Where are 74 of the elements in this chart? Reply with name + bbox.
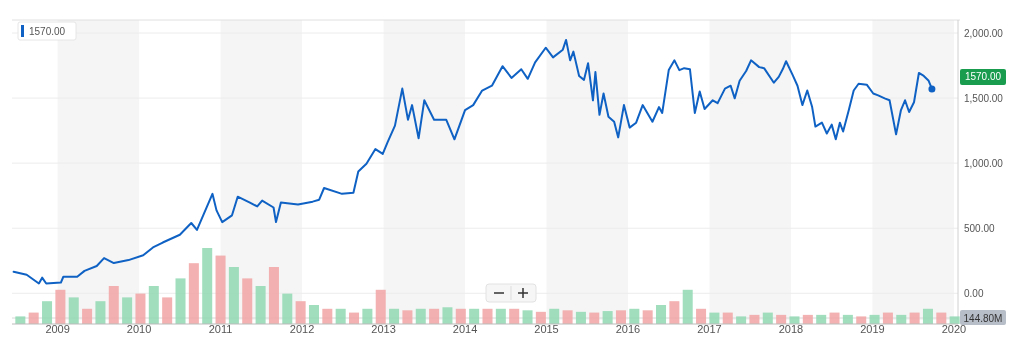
bar [482, 308, 493, 324]
x-tick-label: 2012 [289, 323, 315, 335]
bar [162, 297, 173, 324]
bar [228, 267, 239, 324]
bar [682, 289, 693, 324]
bar [335, 308, 346, 324]
bar [82, 308, 93, 324]
bar [789, 316, 800, 324]
text: 1570.00 [964, 71, 1002, 83]
bar [42, 301, 53, 324]
y-tick-label: 1,000.00 [964, 157, 1004, 169]
bar [108, 286, 119, 324]
x-tick-label: 2015 [534, 323, 559, 335]
bar [282, 293, 293, 324]
bar [922, 308, 933, 324]
bar [148, 286, 159, 324]
x-tick-label: 2019 [860, 323, 885, 335]
bar [442, 307, 453, 324]
bar [375, 289, 386, 324]
y-tick-label: 1,500.00 [964, 92, 1004, 104]
x-tick-label: 2013 [371, 323, 396, 335]
bar [509, 308, 520, 324]
x-tick-label: 2016 [615, 323, 641, 335]
bar [15, 316, 26, 324]
bar [549, 308, 560, 324]
bar [188, 263, 199, 324]
bar [469, 308, 480, 324]
bar [322, 308, 333, 324]
bar [268, 267, 279, 324]
bar [295, 301, 306, 324]
bar [629, 308, 640, 324]
bar [562, 310, 573, 324]
bar [95, 301, 106, 324]
bar [429, 308, 440, 324]
annotation: 1570.00 [29, 26, 66, 37]
y-tick-label: 2,000.00 [964, 27, 1004, 39]
bar [55, 289, 66, 324]
bar [656, 305, 667, 324]
bar [575, 311, 586, 324]
bar [602, 311, 613, 324]
bar [736, 316, 747, 324]
bar [495, 308, 506, 324]
x-tick-label: 2017 [697, 323, 722, 335]
bar [308, 305, 319, 324]
bar [856, 316, 867, 324]
x-tick-label: 2020 [941, 323, 967, 335]
bar [202, 248, 213, 324]
x-tick-label: 2009 [45, 323, 70, 335]
x-tick-label: 2014 [452, 323, 478, 335]
x-tick-label: 2010 [126, 323, 152, 335]
y-tick-label: 0.00 [964, 287, 984, 299]
bar [215, 255, 226, 324]
x-tick-label: 2018 [778, 323, 804, 335]
bar [362, 308, 373, 324]
bar [255, 286, 266, 324]
bar [68, 297, 79, 324]
bar [389, 308, 400, 324]
bar [122, 297, 133, 324]
bar [135, 293, 146, 324]
bar [415, 308, 426, 324]
bar [402, 310, 413, 324]
bar [696, 308, 707, 324]
bar [522, 310, 533, 324]
bar [535, 311, 546, 324]
text: 144.80M [963, 312, 1003, 324]
bar [615, 310, 626, 324]
bar [642, 310, 653, 324]
bar [242, 278, 253, 324]
bar [669, 301, 680, 324]
bar [175, 278, 186, 324]
y-tick-label: 500.00 [964, 222, 996, 234]
bar [455, 308, 466, 324]
bar [949, 316, 960, 324]
x-tick-label: 2011 [208, 323, 233, 335]
